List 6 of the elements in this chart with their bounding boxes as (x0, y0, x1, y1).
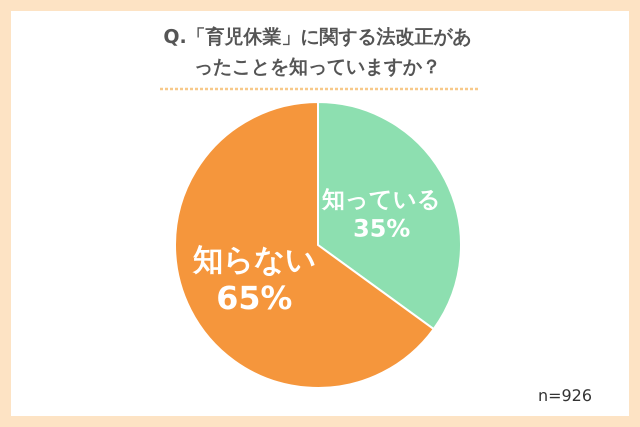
text: n=926 (538, 386, 592, 405)
chart-title: Q.「育児休業」に関する法改正があったことを知っていますか？ (162, 25, 473, 80)
data-label: 35% (353, 214, 410, 242)
slice-label: 知らない (192, 242, 316, 278)
data-label: 65% (216, 281, 292, 318)
slice-label: 知っている (321, 186, 442, 213)
